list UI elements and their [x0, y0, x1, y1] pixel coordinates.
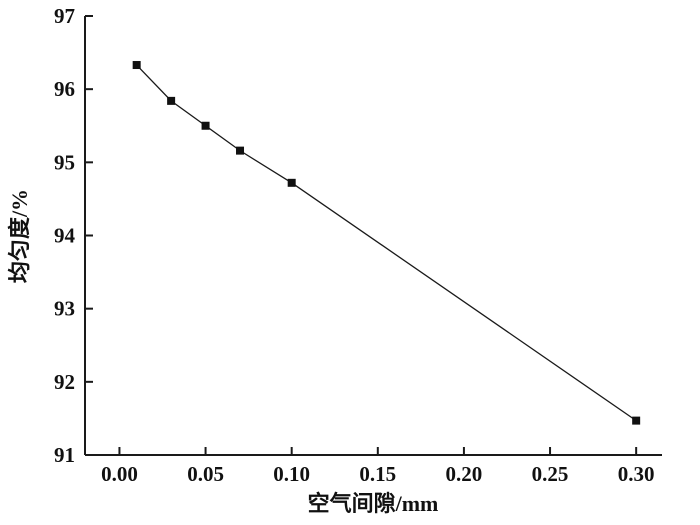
data-point-marker: [132, 61, 141, 70]
y-tick-label: 93: [54, 297, 75, 321]
data-point-marker: [632, 416, 641, 425]
y-tick-label: 96: [54, 77, 75, 101]
data-point-marker: [167, 96, 176, 105]
x-tick-label: 0.00: [101, 462, 138, 486]
y-tick-label: 91: [54, 443, 75, 467]
x-tick-label: 0.20: [446, 462, 483, 486]
y-tick-label: 97: [54, 4, 75, 28]
data-point-marker: [287, 178, 296, 187]
x-tick-label: 0.30: [618, 462, 655, 486]
y-axis-label: 均匀度/%: [7, 189, 32, 283]
x-tick-label: 0.15: [359, 462, 396, 486]
series-line: [136, 64, 637, 422]
x-tick-label: 0.05: [187, 462, 224, 486]
data-point-marker: [236, 146, 245, 155]
y-tick-label: 94: [54, 224, 76, 248]
y-tick-label: 95: [54, 150, 75, 174]
y-tick-label: 92: [54, 370, 75, 394]
x-tick-label: 0.10: [273, 462, 310, 486]
x-tick-label: 0.25: [532, 462, 569, 486]
data-point-marker: [201, 121, 210, 130]
x-axis-label: 空气间隙/mm: [308, 491, 439, 516]
